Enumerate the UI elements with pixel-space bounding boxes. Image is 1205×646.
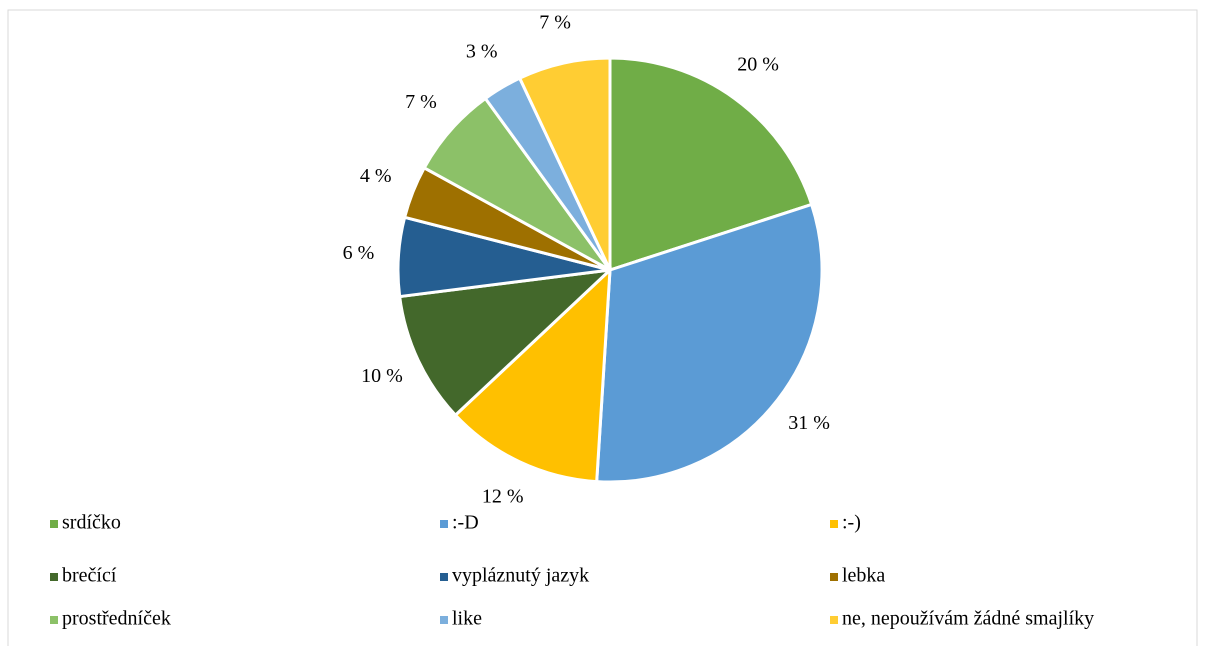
legend-label: brečící [62, 565, 117, 587]
legend-label: vypláznutý jazyk [452, 565, 589, 587]
legend-marker [50, 616, 58, 624]
legend-label: like [452, 608, 482, 630]
legend-label: :-) [842, 512, 861, 534]
legend-label: lebka [842, 565, 885, 587]
legend-marker [830, 573, 838, 581]
data-label: 6 % [343, 242, 375, 264]
legend-marker [50, 520, 58, 528]
legend-label: :-D [452, 512, 479, 534]
data-label: 12 % [482, 486, 524, 508]
data-label: 7 % [405, 91, 437, 113]
data-label: 31 % [788, 412, 830, 434]
chart-frame [7, 9, 1198, 646]
legend-marker [440, 520, 448, 528]
legend-marker [830, 616, 838, 624]
legend-marker [440, 573, 448, 581]
data-label: 4 % [360, 165, 392, 187]
pie-slice [453, 266, 612, 484]
legend-marker [440, 616, 448, 624]
legend-label: prostředníček [62, 608, 171, 630]
legend-label: ne, nepoužívám žádné smajlíky [842, 608, 1094, 630]
pie-slice [595, 202, 824, 484]
data-label: 7 % [539, 12, 571, 34]
legend-marker [50, 573, 58, 581]
data-label: 3 % [466, 41, 498, 63]
legend-label: srdíčko [62, 512, 121, 534]
data-label: 10 % [361, 365, 403, 387]
pie-slice [608, 56, 814, 273]
pie-slice [517, 56, 612, 271]
data-label: 20 % [737, 54, 779, 76]
pie-slice [397, 267, 615, 418]
legend-marker [830, 520, 838, 528]
